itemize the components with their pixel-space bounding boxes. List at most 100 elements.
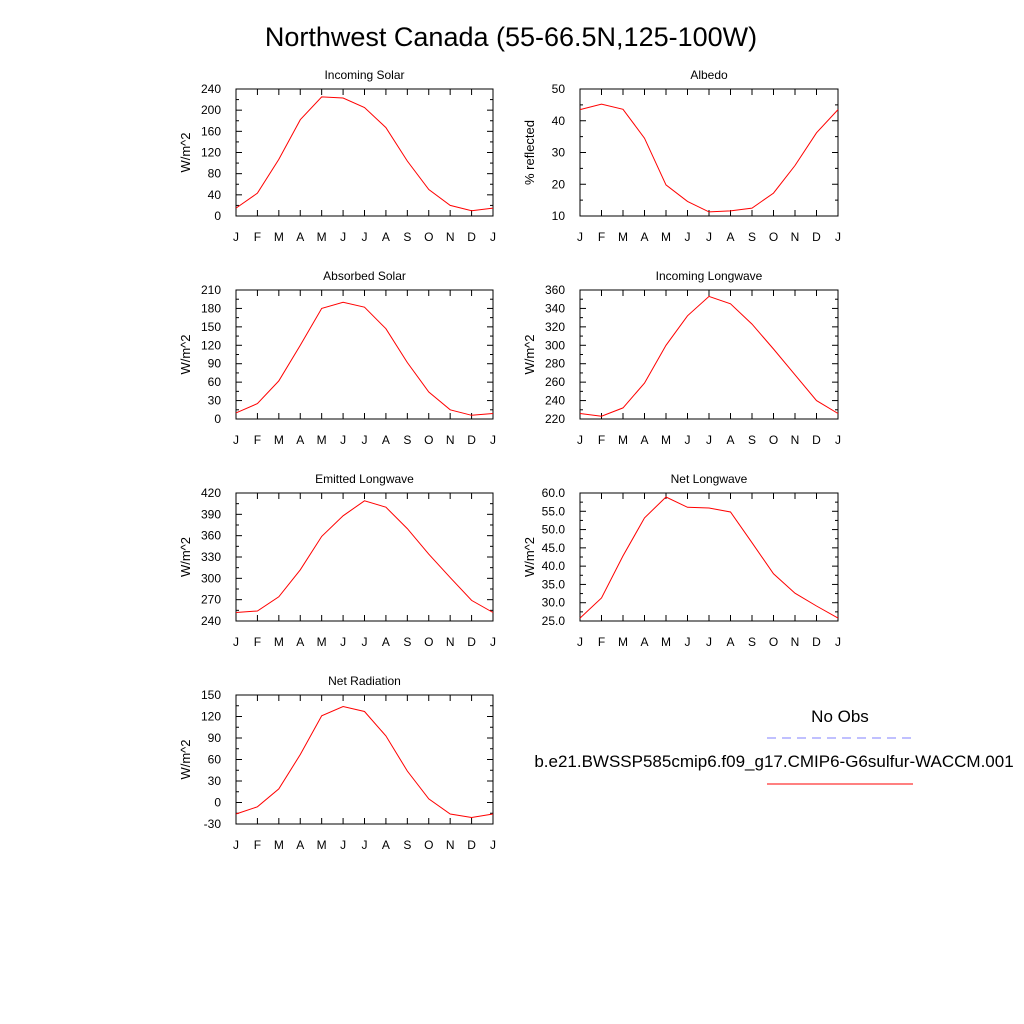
y-tick-label: 280 (545, 357, 565, 371)
x-tick-label: O (424, 635, 433, 649)
x-tick-label: N (446, 635, 455, 649)
y-tick-label: 30.0 (542, 596, 566, 610)
y-axis-label: W/m^2 (178, 537, 193, 577)
x-tick-label: J (577, 635, 583, 649)
x-tick-label: J (490, 838, 496, 852)
x-tick-label: A (382, 230, 390, 244)
plot-frame (235, 694, 494, 825)
x-tick-label: J (340, 230, 346, 244)
x-tick-label: A (726, 230, 734, 244)
y-tick-label: 30 (552, 146, 566, 160)
x-tick-label: A (640, 230, 648, 244)
y-tick-label: 300 (201, 571, 221, 585)
x-tick-label: A (726, 635, 734, 649)
x-tick-label: F (598, 635, 605, 649)
x-tick-label: A (382, 433, 390, 447)
x-tick-label: N (446, 230, 455, 244)
x-tick-label: O (424, 433, 433, 447)
y-tick-label: 40 (208, 188, 222, 202)
y-tick-label: 360 (201, 529, 221, 543)
x-tick-label: S (403, 433, 411, 447)
x-tick-label: J (685, 635, 691, 649)
x-tick-label: J (490, 433, 496, 447)
x-tick-label: O (424, 838, 433, 852)
y-tick-label: 200 (201, 103, 221, 117)
y-tick-label: 45.0 (542, 541, 566, 555)
series-line (235, 96, 494, 212)
y-tick-label: 90 (208, 357, 222, 371)
x-tick-label: J (490, 635, 496, 649)
x-tick-label: J (706, 433, 712, 447)
x-tick-label: M (618, 635, 628, 649)
x-tick-label: D (812, 230, 821, 244)
x-tick-label: J (706, 635, 712, 649)
x-tick-label: J (233, 230, 239, 244)
y-axis-label: % reflected (522, 120, 537, 185)
series-line (235, 500, 494, 613)
x-tick-label: F (598, 230, 605, 244)
x-tick-label: F (254, 635, 261, 649)
x-tick-label: N (791, 635, 800, 649)
y-tick-label: 55.0 (542, 504, 566, 518)
x-tick-label: J (362, 230, 368, 244)
panel-title: Incoming Longwave (656, 269, 763, 283)
series-line (579, 496, 839, 619)
panel-title: Incoming Solar (324, 68, 404, 82)
y-tick-label: 240 (201, 82, 221, 96)
x-tick-label: J (577, 433, 583, 447)
x-tick-label: O (769, 433, 778, 447)
x-tick-label: O (769, 635, 778, 649)
x-tick-label: J (362, 433, 368, 447)
x-tick-label: A (296, 635, 304, 649)
y-tick-label: 40 (552, 114, 566, 128)
panel-title: Absorbed Solar (323, 269, 406, 283)
y-tick-label: 90 (208, 731, 222, 745)
x-tick-label: A (640, 433, 648, 447)
plot-frame (235, 289, 494, 420)
x-tick-label: J (233, 838, 239, 852)
x-tick-label: A (296, 433, 304, 447)
x-tick-label: S (748, 635, 756, 649)
x-tick-label: M (317, 838, 327, 852)
plot-frame (579, 492, 839, 622)
series-line (235, 301, 494, 416)
y-tick-label: 330 (201, 550, 221, 564)
y-axis-label: W/m^2 (178, 334, 193, 374)
y-tick-label: 0 (214, 796, 221, 810)
x-tick-label: A (726, 433, 734, 447)
x-tick-label: F (254, 433, 261, 447)
y-axis-label: W/m^2 (522, 537, 537, 577)
y-tick-label: 220 (545, 412, 565, 426)
x-tick-label: M (274, 635, 284, 649)
y-tick-label: 300 (545, 338, 565, 352)
legend: No Obs b.e21.BWSSP585cmip6.f09_g17.CMIP6… (534, 707, 1014, 785)
x-tick-label: F (254, 838, 261, 852)
y-tick-label: 35.0 (542, 577, 566, 591)
x-tick-label: J (340, 433, 346, 447)
x-tick-label: J (362, 838, 368, 852)
x-tick-label: D (467, 635, 476, 649)
y-axis-label: W/m^2 (522, 334, 537, 374)
panel-title: Emitted Longwave (315, 472, 414, 486)
y-tick-label: 0 (214, 412, 221, 426)
panel-title: Albedo (690, 68, 728, 82)
figure-title: Northwest Canada (55-66.5N,125-100W) (265, 22, 757, 52)
x-tick-label: D (812, 433, 821, 447)
y-axis-label: W/m^2 (178, 132, 193, 172)
x-tick-label: J (340, 635, 346, 649)
y-tick-label: 30 (208, 774, 222, 788)
legend-obs-label: No Obs (811, 707, 869, 726)
x-tick-label: J (685, 230, 691, 244)
x-tick-label: J (835, 433, 841, 447)
y-tick-label: 210 (201, 283, 221, 297)
x-tick-label: J (835, 635, 841, 649)
y-tick-label: 20 (552, 177, 566, 191)
x-tick-label: M (618, 230, 628, 244)
x-tick-label: J (233, 635, 239, 649)
